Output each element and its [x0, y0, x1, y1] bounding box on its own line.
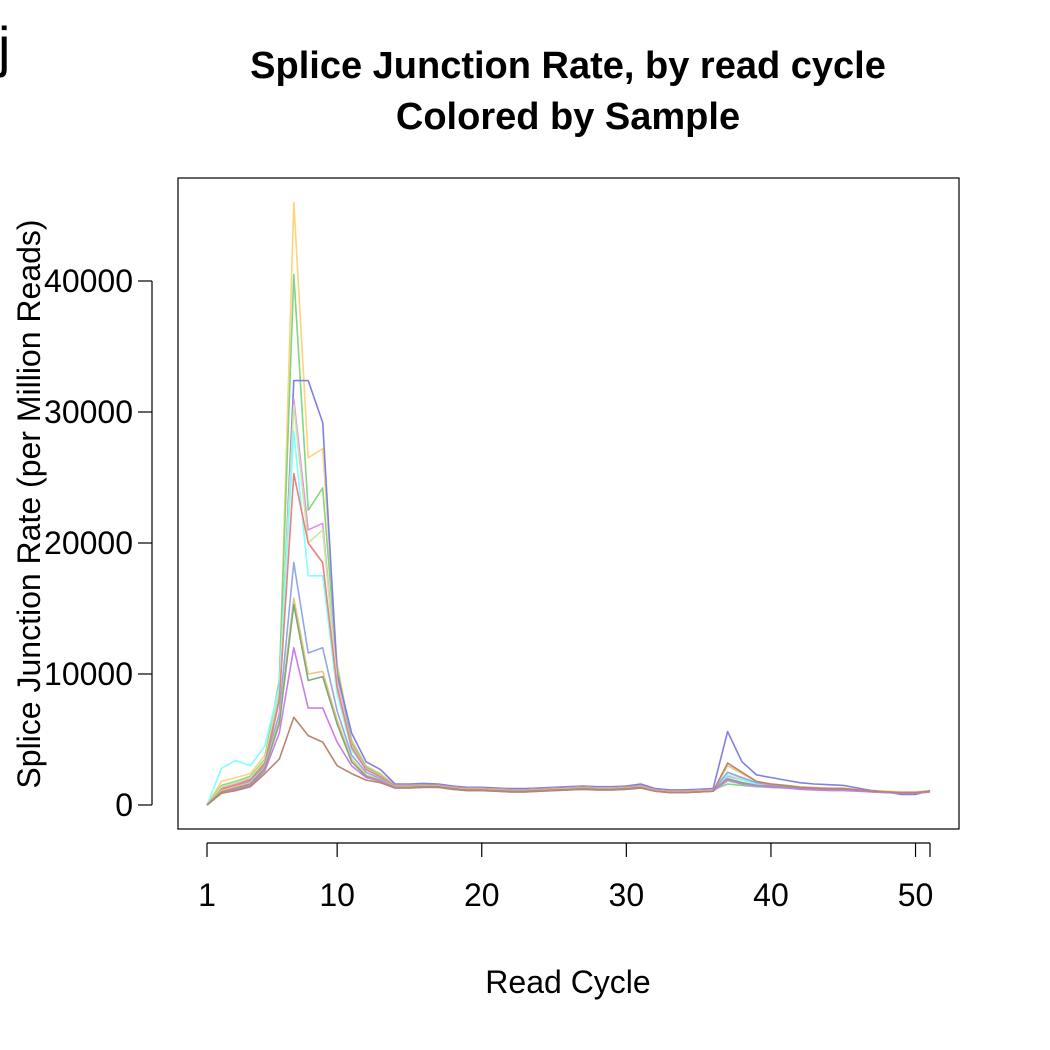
y-axis-label: Splice Junction Rate (per Million Reads)	[11, 219, 47, 788]
series-line-5	[206, 404, 931, 806]
series-line-12	[206, 716, 931, 806]
series-line-1	[206, 201, 931, 806]
x-axis-label: Read Cycle	[485, 964, 650, 1000]
x-tick-label: 20	[464, 877, 500, 913]
panel-label: j	[0, 15, 10, 78]
series-line-9	[206, 597, 931, 806]
x-axis: 1 10 20 30 40 50	[198, 842, 934, 913]
y-tick-label: 40000	[44, 263, 133, 299]
series-line-8	[206, 561, 931, 806]
chart-title: Splice Junction Rate, by read cycle	[250, 45, 886, 87]
y-tick-label: 30000	[44, 394, 133, 430]
series-layer	[206, 201, 931, 806]
x-tick-label: 30	[609, 877, 645, 913]
plot-frame	[177, 177, 960, 830]
x-tick-label: 1	[198, 877, 216, 913]
y-tick-label: 10000	[44, 656, 133, 692]
x-tick-label: 50	[898, 877, 934, 913]
x-tick-label: 10	[319, 877, 355, 913]
y-tick-label: 0	[115, 787, 133, 823]
chart-subtitle: Colored by Sample	[396, 96, 740, 138]
series-line-4	[206, 398, 931, 806]
series-line-3	[206, 379, 931, 806]
y-tick-label: 20000	[44, 525, 133, 561]
y-axis: 0 10000 20000 30000 40000	[44, 263, 153, 823]
series-line-7	[206, 472, 931, 806]
series-line-11	[206, 646, 931, 806]
series-line-2	[206, 273, 931, 806]
series-line-6	[206, 430, 931, 806]
series-line-10	[206, 603, 931, 806]
x-tick-label: 40	[753, 877, 789, 913]
